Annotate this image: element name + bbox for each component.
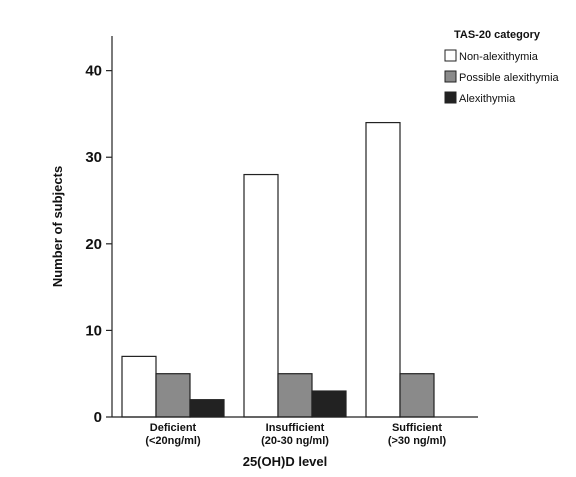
y-tick-label: 0 bbox=[94, 409, 102, 426]
legend-title: TAS-20 category bbox=[454, 29, 541, 41]
legend-swatch bbox=[444, 49, 457, 62]
plot-area: 0 10 20 30 40 Deficient (<20ng/ml) Insufficien… bbox=[85, 36, 478, 447]
legend-items: Non-alexithymia Possible alexithymia Alexi… bbox=[444, 49, 560, 105]
legend-swatch bbox=[444, 91, 457, 104]
x-axis-title: 25(OH)D level bbox=[243, 454, 328, 469]
bar-possible-alexithymia bbox=[399, 373, 435, 418]
bars-group bbox=[121, 121, 435, 418]
bar-alexithymia bbox=[311, 390, 347, 418]
x-tick-label: Deficient (<20ng/ml) bbox=[145, 422, 201, 447]
bar-non-alexithymia bbox=[365, 121, 401, 418]
y-tick-label: 20 bbox=[85, 236, 102, 253]
y-tick-label: 10 bbox=[85, 322, 102, 339]
bar-possible-alexithymia bbox=[277, 373, 313, 418]
y-axis-title: Number of subjects bbox=[50, 166, 65, 287]
y-tick-label: 40 bbox=[85, 63, 102, 80]
legend-swatch bbox=[444, 70, 457, 83]
legend: TAS-20 category Non-alexithymia Possible … bbox=[444, 29, 560, 105]
bar-non-alexithymia bbox=[121, 355, 157, 418]
legend-label: Alexithymia bbox=[459, 93, 516, 105]
bar-non-alexithymia bbox=[243, 173, 279, 418]
bar-possible-alexithymia bbox=[155, 373, 191, 418]
x-axis-ticks: Deficient (<20ng/ml) Insufficient (20-30 ng… bbox=[145, 422, 446, 447]
x-tick-label: Sufficient (>30 ng/ml) bbox=[388, 422, 447, 447]
bar-alexithymia bbox=[189, 399, 225, 418]
legend-label: Possible alexithymia bbox=[459, 72, 560, 84]
x-tick-label: Insufficient (20-30 ng/ml) bbox=[261, 422, 329, 447]
legend-label: Non-alexithymia bbox=[459, 51, 539, 63]
y-axis-ticks: 0 10 20 30 40 bbox=[85, 63, 112, 426]
y-tick-label: 30 bbox=[85, 149, 102, 166]
